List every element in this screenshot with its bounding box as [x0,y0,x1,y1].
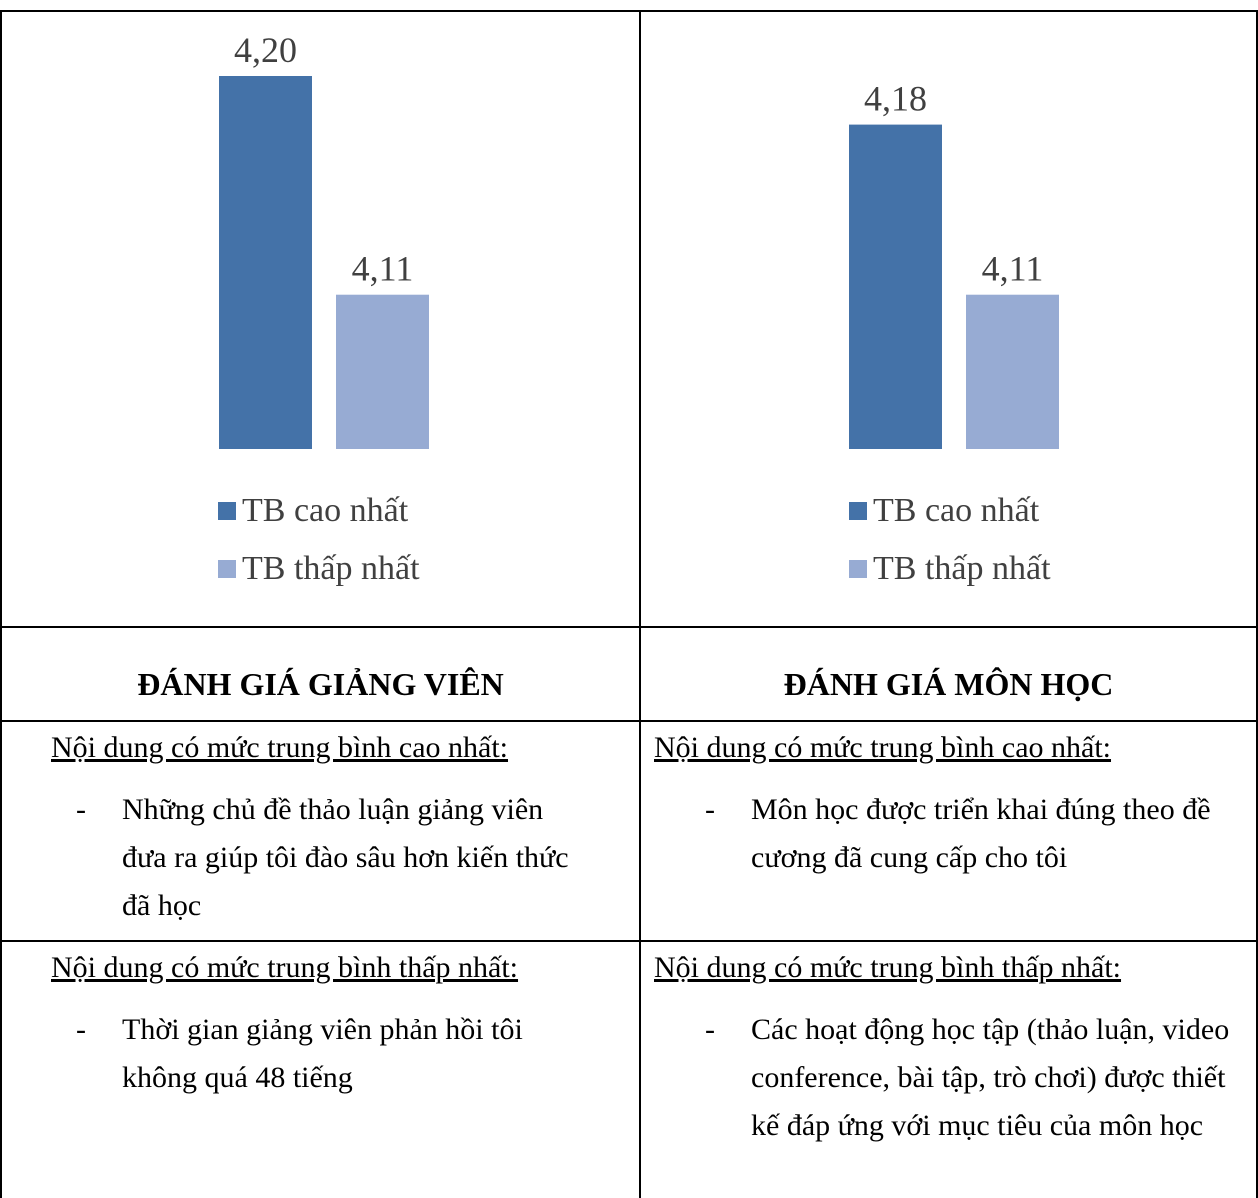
lowest-item-left: - Thời gian giảng viên phản hồi tôi khôn… [76,1006,616,1156]
legend-item-lowest: TB thấp nhất [218,546,420,592]
bar-highest [849,124,942,449]
highest-item-left: - Những chủ đề thảo luận giảng viên đưa … [76,786,616,936]
legend-label-lowest: TB thấp nhất [242,550,420,587]
legend-label-lowest: TB thấp nhất [873,550,1051,587]
section-title-lecturer: ĐÁNH GIÁ GIẢNG VIÊN [137,666,504,702]
highest-heading-left: Nội dung có mức trung bình cao nhất: [51,731,509,764]
lowest-heading-left: Nội dung có mức trung bình thấp nhất: [51,951,519,984]
bullet-dash: - [76,793,86,826]
lowest-item-text: Thời gian giảng viên phản hồi tôi không … [122,1013,523,1094]
table-border-middle [639,10,641,1198]
highest-heading-right: Nội dung có mức trung bình cao nhất: [654,731,1112,764]
lowest-heading-right: Nội dung có mức trung bình thấp nhất: [654,951,1122,984]
legend-swatch-highest [849,502,867,520]
table-divider-rows [0,940,1258,942]
lowest-item-right: - Các hoạt động học tập (thảo luận, vide… [705,1006,1245,1196]
chart-legend-right: TB cao nhất TB thấp nhất [849,488,1051,592]
bullet-dash: - [76,1013,86,1046]
legend-swatch-lowest [849,560,867,578]
legend-item-lowest: TB thấp nhất [849,546,1051,592]
table-divider-titles [0,720,1258,722]
legend-label-highest: TB cao nhất [242,492,409,529]
legend-item-highest: TB cao nhất [849,488,1051,534]
table-divider-charts [0,626,1258,628]
legend-item-highest: TB cao nhất [218,488,420,534]
bar-value-label: 4,11 [982,249,1044,289]
bar-value-label: 4,18 [864,79,927,119]
legend-label-highest: TB cao nhất [873,492,1040,529]
legend-swatch-highest [218,502,236,520]
legend-swatch-lowest [218,560,236,578]
bar-lowest [966,294,1059,449]
highest-item-right: - Môn học được triển khai đúng theo đề c… [705,786,1245,936]
table-border-left [0,10,2,1198]
bullet-dash: - [705,1013,715,1046]
table-border-top [0,10,1258,12]
highest-item-text: Những chủ đề thảo luận giảng viên đưa ra… [122,793,569,922]
lowest-item-text: Các hoạt động học tập (thảo luận, video … [751,1013,1230,1142]
chart-legend-left: TB cao nhất TB thấp nhất [218,488,420,592]
bullet-dash: - [705,793,715,826]
table-border-right [1256,10,1258,1198]
section-title-course: ĐÁNH GIÁ MÔN HỌC [783,666,1114,702]
bar-value-label: 4,11 [352,249,414,289]
bar-highest [219,76,312,449]
bar-charts: 4,20 4,11 4,18 4,11 [219,30,1059,449]
highest-item-text: Môn học được triển khai đúng theo đề cươ… [751,793,1211,874]
bar-lowest [336,294,429,449]
bar-value-label: 4,20 [234,30,297,70]
